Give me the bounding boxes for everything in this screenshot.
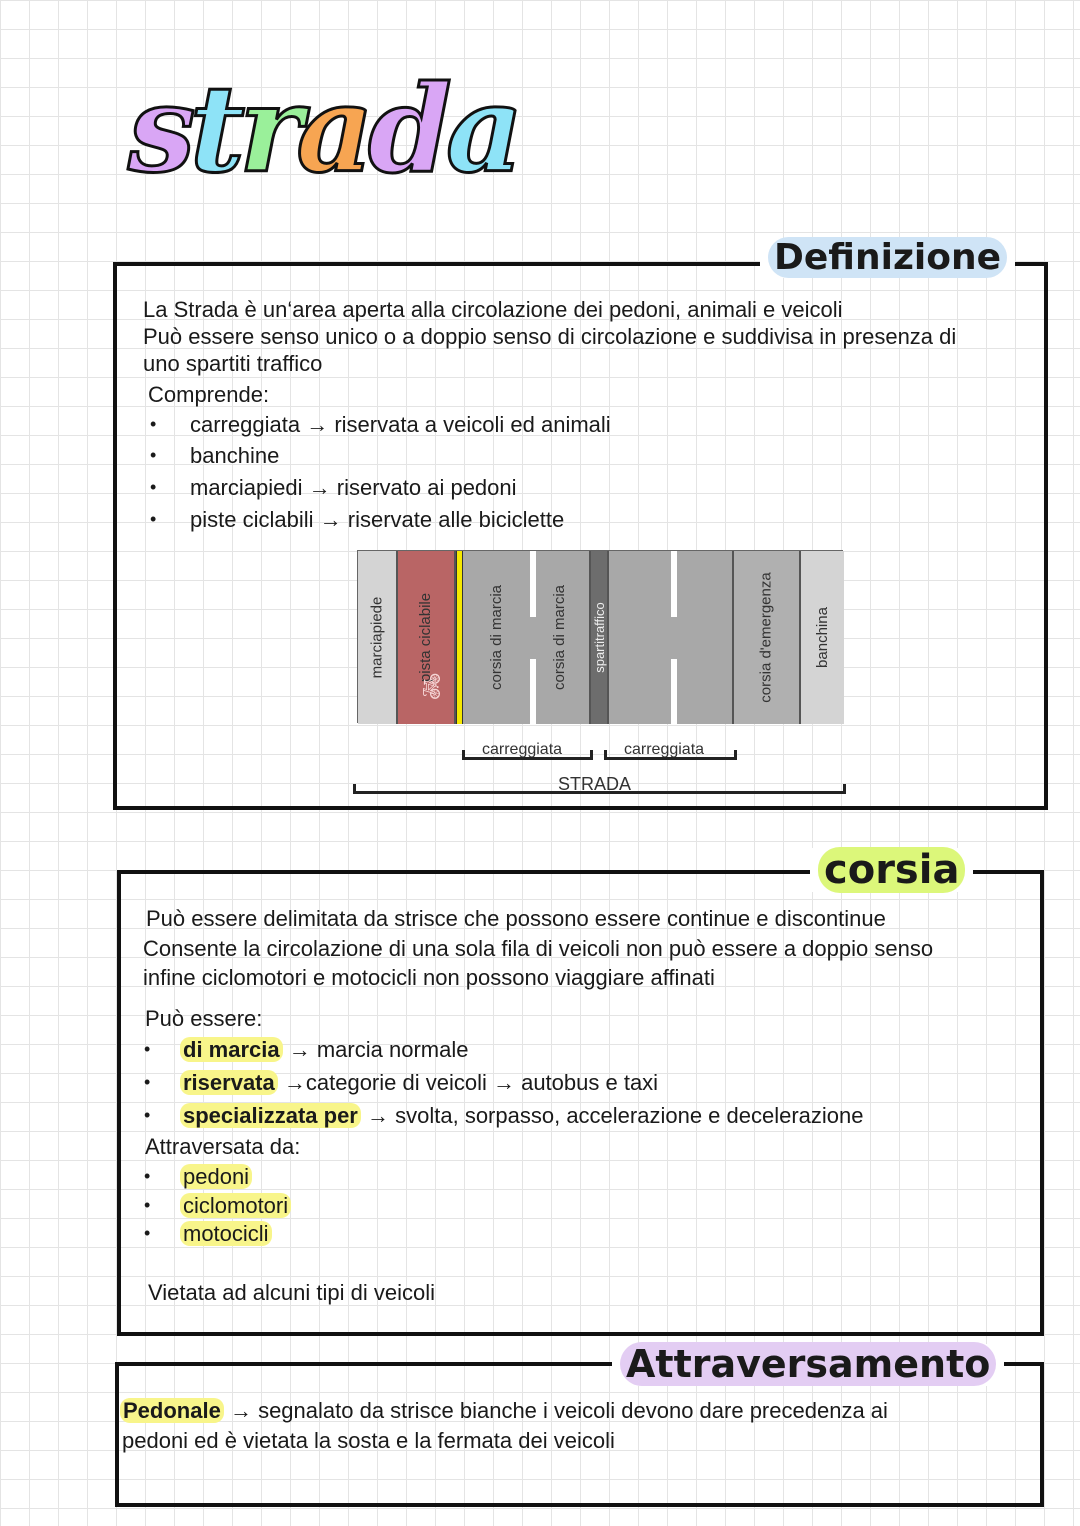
attraversamento-heading: Attraversamento — [612, 1342, 1005, 1386]
title-letter: a — [295, 59, 376, 200]
attraversamento-line: pedoni ed è vietata la sosta e la fermat… — [122, 1428, 615, 1453]
list-item: pedoni — [180, 1164, 253, 1190]
column-corsia-marcia: corsia di marcia — [531, 551, 591, 724]
list-item: specializzata per → svolta, sorpasso, ac… — [180, 1103, 864, 1129]
puo-essere-label: Può essere: — [145, 1006, 263, 1031]
title-letter: r — [237, 59, 303, 200]
title-letter: t — [188, 59, 247, 200]
column-spartitraffico: spartitraffico — [591, 551, 609, 724]
attraversamento-box — [115, 1362, 1044, 1507]
definizione-line: La Strada è un‘area aperta alla circolaz… — [143, 297, 843, 322]
definizione-line: uno spartiti traffico — [143, 351, 323, 376]
carreggiata-label: carreggiata — [624, 741, 705, 758]
bicycle-icon: 🚲︎ — [418, 672, 444, 700]
strada-label: STRADA — [558, 774, 632, 794]
list-item: di marcia → marcia normale — [180, 1037, 468, 1063]
title-letter: d — [367, 59, 454, 200]
column-pista-ciclabile: pista ciclabile — [398, 551, 456, 724]
corsia-line: Può essere delimitata da strisce che pos… — [146, 906, 886, 931]
vietata-text: Vietata ad alcuni tipi di veicoli — [148, 1280, 435, 1305]
title-letter: a — [444, 59, 525, 200]
corsia-box — [117, 870, 1044, 1336]
corsia-heading: corsia — [810, 847, 974, 893]
comprende-label: Comprende: — [148, 382, 270, 407]
column-corsia-emergenza: corsia d'emergenza — [734, 551, 801, 724]
list-item: marciapiedi → riservato ai pedoni — [190, 475, 517, 500]
list-item: carreggiata → riservata a veicoli ed ani… — [190, 412, 611, 437]
column-marciapiede: marciapiede — [358, 551, 398, 724]
definizione-heading-text: Definizione — [768, 237, 1008, 278]
yellow-line — [456, 551, 463, 724]
corsia-line: infine ciclomotori e motocicli non posso… — [143, 965, 715, 990]
definizione-line: Può essere senso unico o a doppio senso … — [143, 324, 957, 349]
road-diagram: marciapiede pista ciclabile 🚲︎ corsia di… — [357, 550, 844, 725]
carreggiata-label: carreggiata — [482, 741, 563, 758]
list-item: ciclomotori — [180, 1193, 292, 1219]
page-title: strada — [127, 59, 526, 200]
title-letter: s — [127, 59, 197, 200]
column-corsia-marcia: corsia di marcia — [463, 551, 531, 724]
definizione-box — [113, 262, 1048, 810]
list-item: riservata →categorie di veicoli → autobu… — [180, 1070, 658, 1096]
corsia-line: Consente la circolazione di una sola fil… — [143, 936, 934, 961]
list-item: motocicli — [180, 1221, 272, 1247]
definizione-heading: Definizione — [760, 237, 1016, 278]
list-item: banchine — [190, 443, 280, 468]
column-banchina: banchina — [801, 551, 844, 724]
list-item: piste ciclabili → riservate alle bicicle… — [190, 507, 565, 532]
attraversata-label: Attraversata da: — [145, 1134, 301, 1159]
attraversamento-line: Pedonale → segnalato da strisce bianche … — [120, 1398, 888, 1424]
